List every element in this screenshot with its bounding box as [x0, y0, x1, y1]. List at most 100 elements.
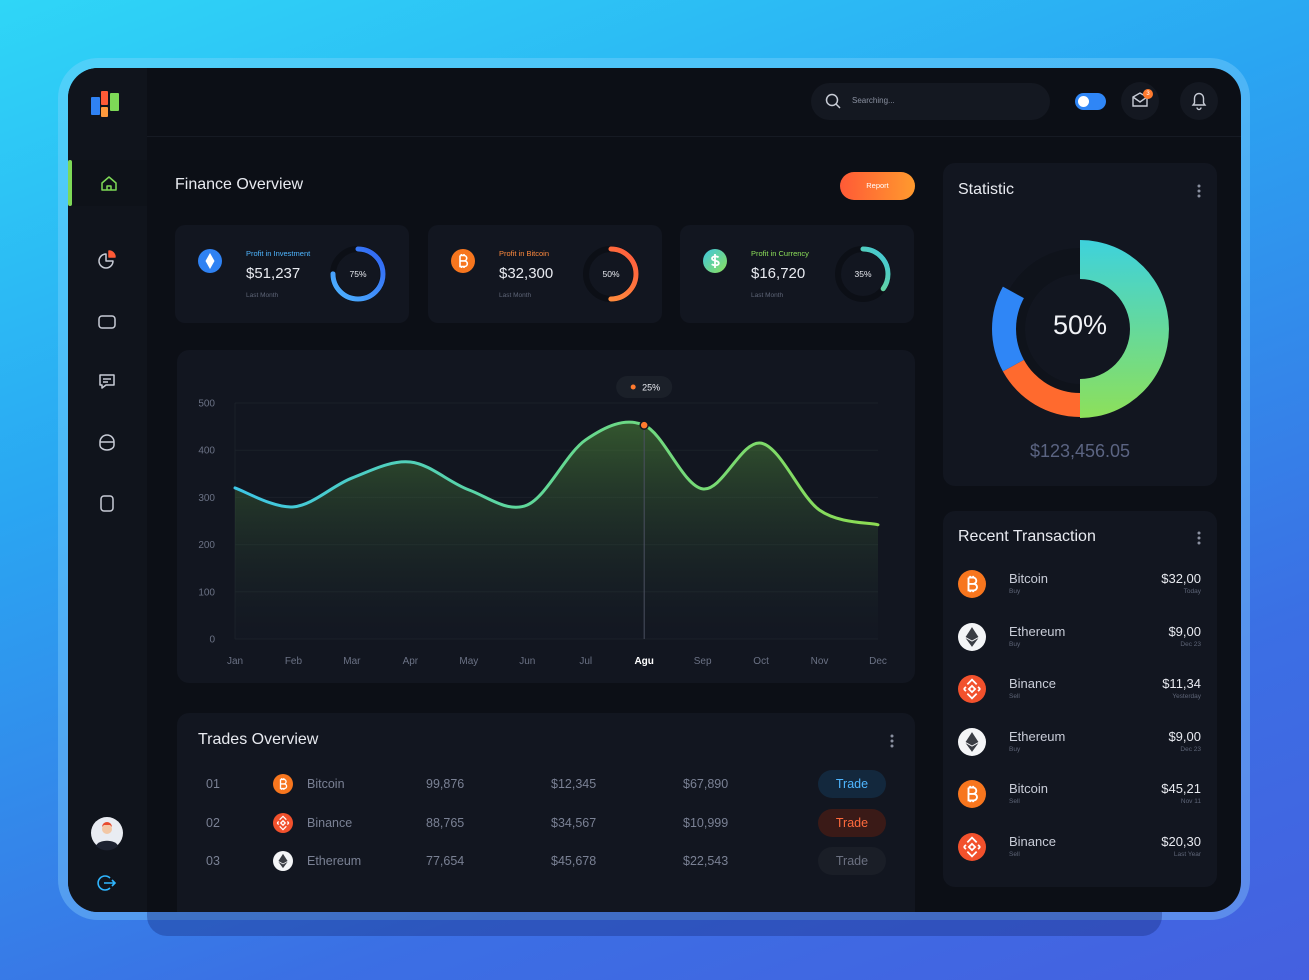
search-icon: [825, 93, 841, 109]
report-button[interactable]: [840, 172, 915, 200]
transaction-date: Nov 11: [1180, 798, 1201, 805]
active-bg: [72, 160, 147, 206]
transaction-type: Sell: [1009, 850, 1020, 858]
trade-button[interactable]: Trade: [818, 808, 886, 837]
jar-icon[interactable]: [100, 495, 114, 512]
trade-total: $10,999: [683, 815, 729, 830]
x-tick-label: Sep: [694, 656, 712, 667]
trade-amount: 88,765: [426, 815, 465, 830]
x-tick-label: Mar: [343, 656, 361, 667]
transaction-amount: $9,00: [1168, 623, 1201, 639]
transaction-icon-glyph: [958, 780, 986, 808]
trade-price: $34,567: [551, 815, 597, 830]
donut-segment: [992, 286, 1024, 372]
trade-price: $45,678: [551, 854, 597, 868]
card-icon-glyph: [451, 249, 475, 273]
search-box[interactable]: [811, 83, 1050, 120]
progress-ring: [835, 246, 891, 302]
transaction-icon-glyph: [958, 623, 986, 651]
transaction-icon-glyph: [958, 833, 986, 861]
mail-badge: 3: [1146, 91, 1150, 97]
card-period: Last Month: [246, 292, 279, 299]
transactions-menu[interactable]: [1196, 530, 1202, 546]
transaction-type: Buy: [1009, 745, 1021, 753]
ring-label: 35%: [854, 269, 872, 279]
chat-icon[interactable]: [99, 374, 115, 389]
avatar[interactable]: [91, 817, 123, 851]
transaction-type: Sell: [1009, 693, 1020, 700]
card-icon: [703, 249, 727, 273]
transaction-amount: $32,00: [1161, 571, 1201, 586]
x-tick-label: Nov: [811, 656, 829, 667]
transaction-date: Last Year: [1173, 850, 1201, 858]
transactions-card: [943, 511, 1217, 887]
header-divider: [147, 136, 1241, 137]
trade-coin-icon: [273, 851, 293, 871]
trade-price: $12,345: [551, 777, 597, 791]
x-tick-label: Jan: [227, 656, 243, 667]
tooltip-bg: [616, 376, 673, 398]
transaction-icon: [958, 728, 986, 756]
transaction-coin: Binance: [1009, 676, 1056, 691]
transaction-icon-glyph: [958, 728, 986, 756]
trade-coin-icon: [273, 813, 293, 833]
transaction-date: Dec 23: [1180, 745, 1201, 753]
y-tick-label: 0: [209, 635, 215, 646]
x-tick-label: Jun: [519, 656, 535, 667]
trade-button[interactable]: Trade: [818, 847, 886, 875]
transaction-coin: Ethereum: [1009, 728, 1066, 744]
trade-coin: Ethereum: [307, 854, 362, 868]
y-tick-label: 500: [198, 399, 215, 410]
trade-number: 02: [206, 815, 220, 830]
y-tick-label: 200: [198, 540, 215, 551]
transaction-coin: Bitcoin: [1009, 571, 1049, 586]
wallet-icon[interactable]: [98, 315, 116, 329]
section-title: Finance Overview: [175, 176, 304, 193]
highlight-point: [639, 420, 649, 430]
transaction-amount: $45,21: [1161, 781, 1201, 796]
transaction-coin: Ethereum: [1009, 623, 1066, 639]
transaction-coin: Binance: [1009, 833, 1056, 849]
home-icon[interactable]: [101, 176, 117, 191]
x-tick-label: May: [459, 656, 478, 667]
logout-icon[interactable]: [97, 873, 117, 893]
trade-button[interactable]: Trade: [818, 770, 886, 798]
tooltip-label: 25%: [642, 383, 660, 393]
transaction-icon: [958, 833, 986, 861]
trades-card: [177, 713, 915, 912]
trade-number: 03: [206, 854, 220, 868]
statistic-menu[interactable]: [1196, 183, 1202, 199]
card-label: Profit in Investment: [246, 249, 311, 258]
trade-number: 01: [206, 777, 220, 791]
transaction-date: Today: [1183, 588, 1201, 595]
statistic-total: $123,456.05: [1029, 441, 1131, 461]
summary-card: [428, 225, 662, 323]
progress-ring: [330, 246, 386, 302]
ring-progress: [835, 246, 891, 302]
y-tick-label: 100: [198, 587, 215, 598]
chart-icon[interactable]: [98, 250, 116, 269]
card-icon: [198, 249, 222, 273]
card-label: Profit in Bitcoin: [499, 249, 550, 258]
progress-ring: [583, 246, 639, 302]
statistic-title: Statistic: [958, 181, 1015, 198]
trade-amount: 99,876: [426, 777, 465, 791]
trade-total: $67,890: [683, 777, 729, 791]
donut-segment: [1002, 359, 1080, 417]
y-tick-label: 300: [198, 493, 215, 504]
notification-button[interactable]: [1180, 82, 1218, 120]
trades-menu[interactable]: [889, 733, 895, 749]
basket-icon[interactable]: [99, 434, 115, 451]
card-value: $51,237: [246, 265, 301, 282]
card-icon-glyph: [703, 249, 727, 273]
mail-button[interactable]: [1121, 82, 1159, 120]
active-indicator: [68, 160, 72, 206]
trade-total: $22,543: [683, 854, 729, 868]
x-tick-label: Jul: [579, 656, 592, 667]
report-button-label: Report: [866, 181, 889, 190]
transaction-amount: $9,00: [1168, 728, 1201, 744]
theme-toggle[interactable]: [1075, 93, 1106, 110]
transaction-coin: Bitcoin: [1009, 781, 1049, 796]
